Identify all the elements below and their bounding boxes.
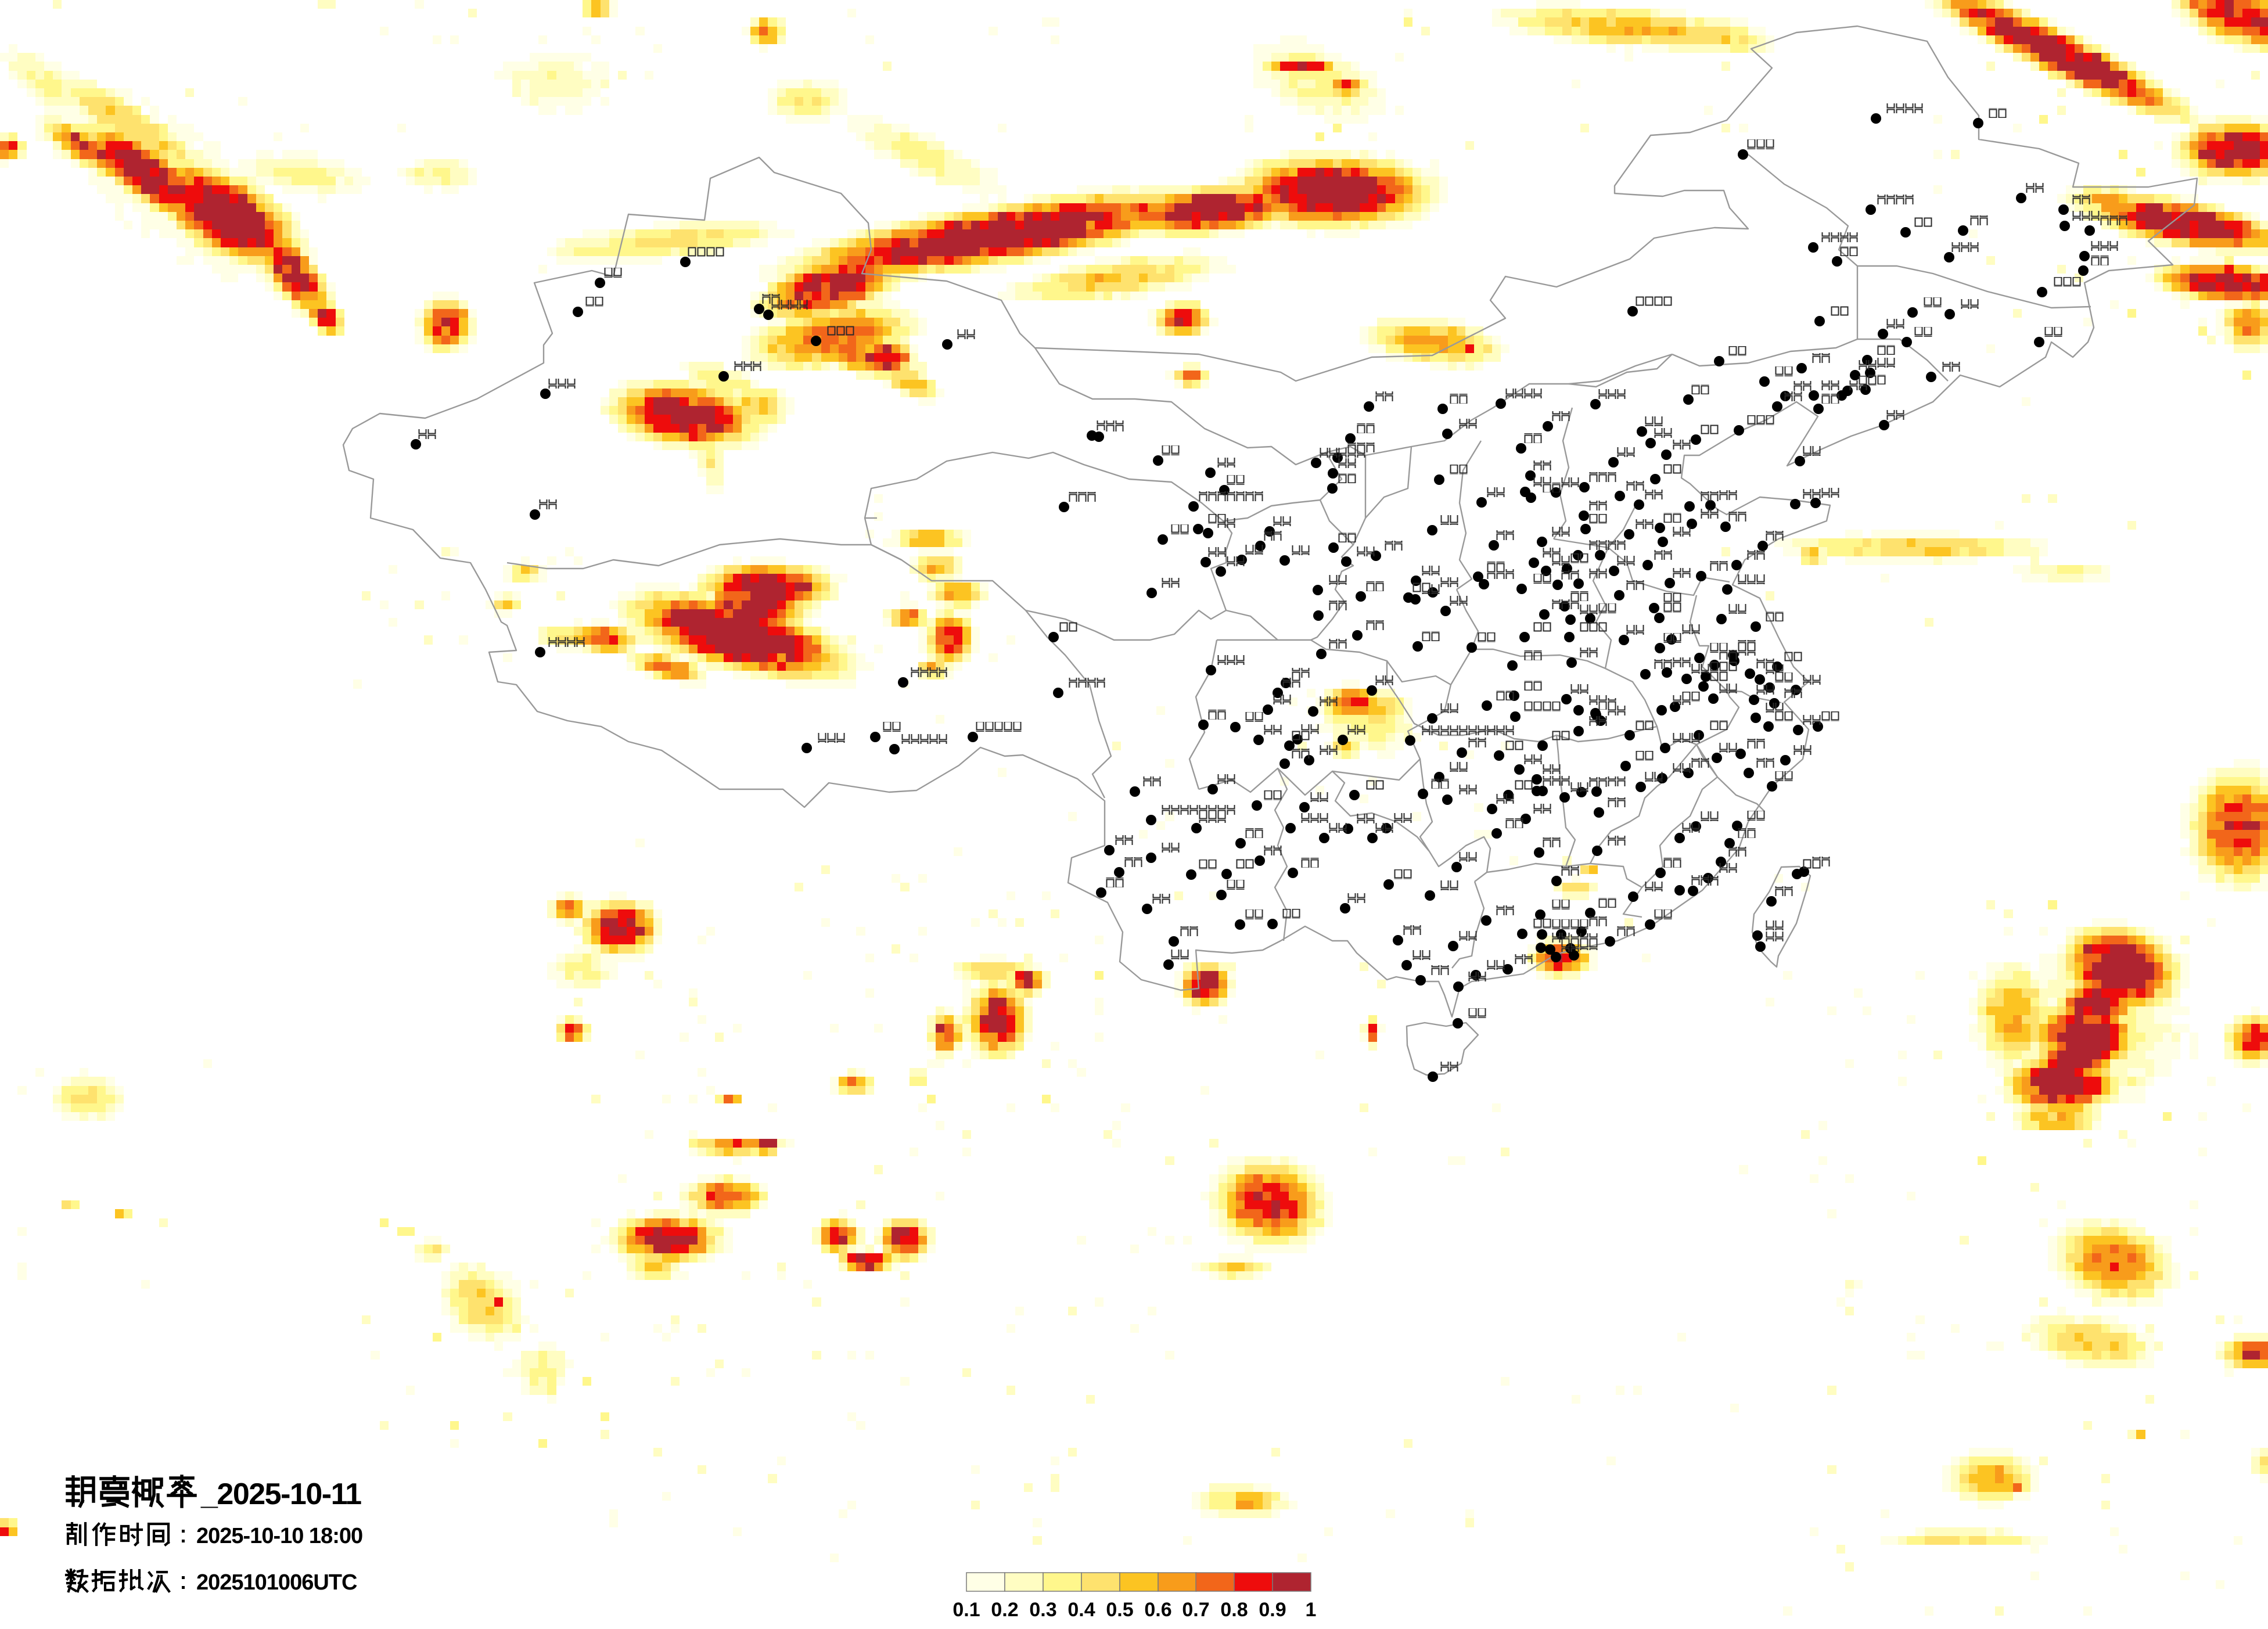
svg-text:0.7: 0.7	[1182, 1599, 1209, 1621]
svg-text:0.8: 0.8	[1220, 1599, 1248, 1621]
svg-text:0.4: 0.4	[1067, 1599, 1095, 1621]
svg-text:0.9: 0.9	[1259, 1599, 1286, 1621]
svg-text:1: 1	[1306, 1599, 1317, 1621]
svg-text:0.1: 0.1	[953, 1599, 980, 1621]
svg-text:0.3: 0.3	[1029, 1599, 1056, 1621]
svg-text:0.2: 0.2	[991, 1599, 1018, 1621]
svg-text:2025-10-10 18:00: 2025-10-10 18:00	[196, 1524, 362, 1548]
svg-text:0.6: 0.6	[1144, 1599, 1171, 1621]
svg-text:0.5: 0.5	[1106, 1599, 1133, 1621]
svg-text:_2025-10-11: _2025-10-11	[200, 1477, 361, 1511]
svg-text:2025101006UTC: 2025101006UTC	[196, 1570, 357, 1595]
